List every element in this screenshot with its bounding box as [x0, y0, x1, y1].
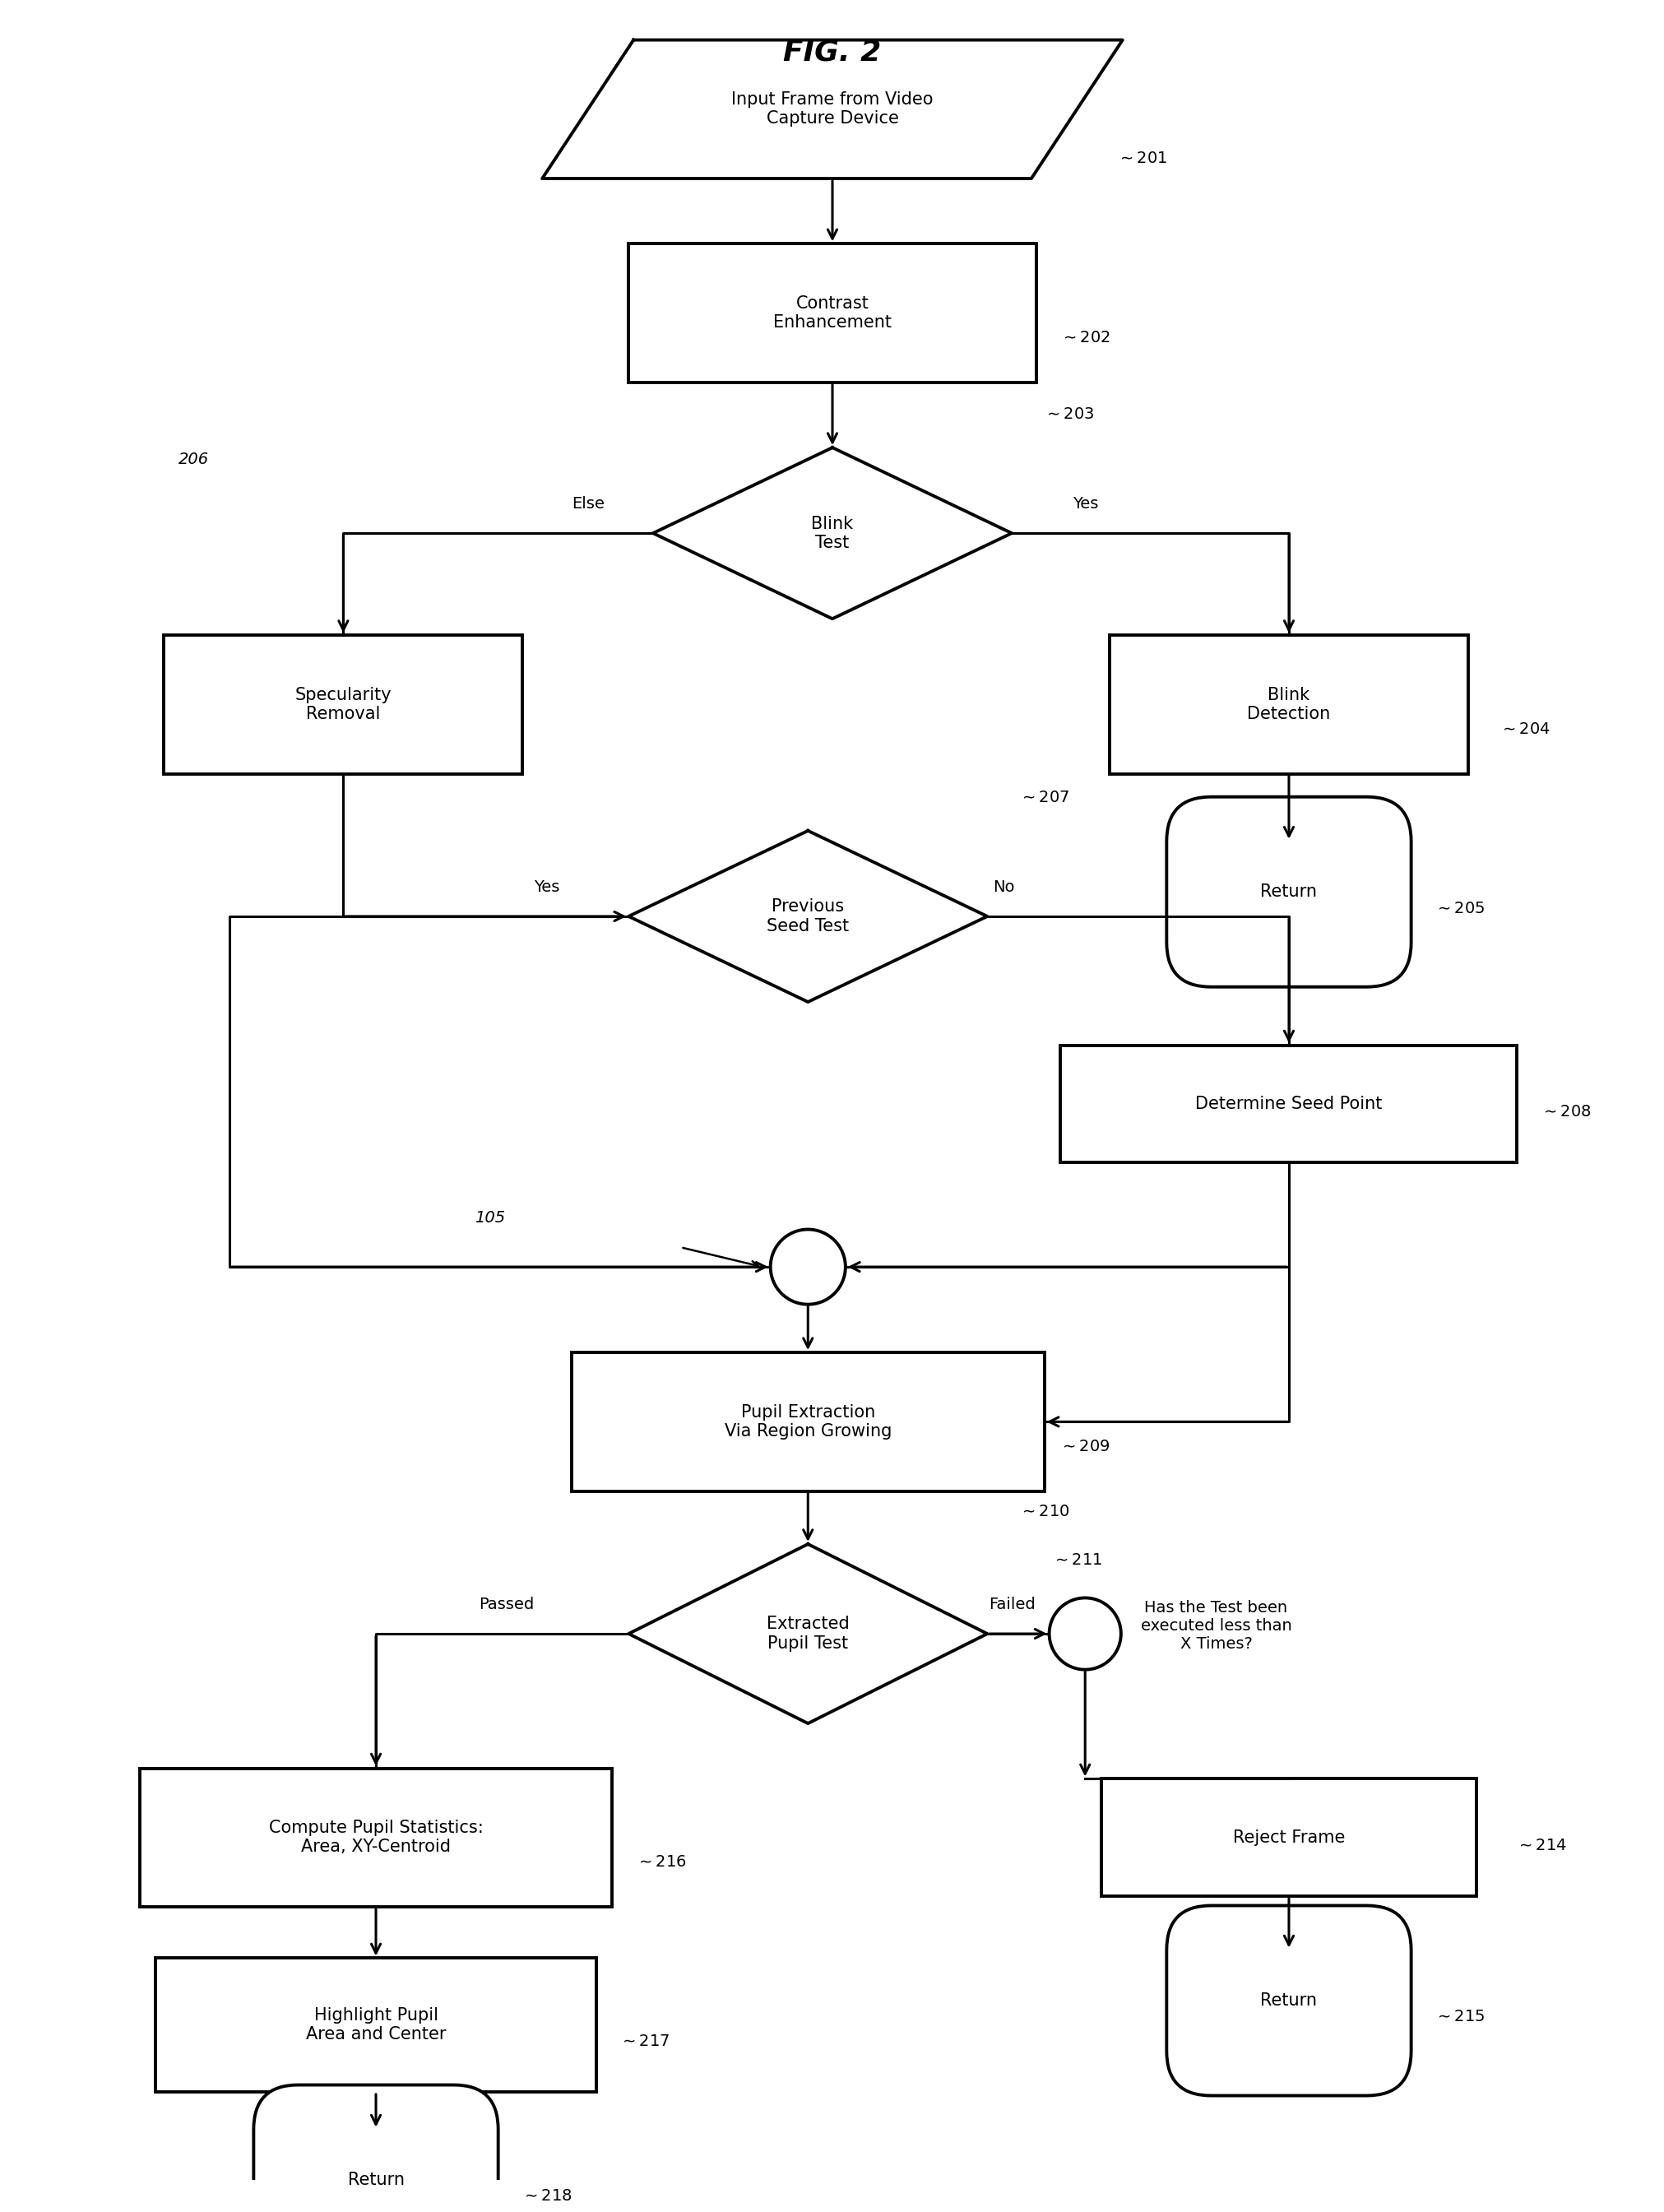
Text: Return: Return	[1260, 1993, 1316, 2008]
Bar	[629, 243, 1035, 383]
Text: $\sim$209: $\sim$209	[1060, 1438, 1110, 1453]
Text: Reject Frame: Reject Frame	[1233, 1829, 1345, 1845]
Text: $\sim$201: $\sim$201	[1117, 150, 1166, 166]
Text: Passed: Passed	[479, 1597, 534, 1613]
Text: $\sim$217: $\sim$217	[619, 2033, 671, 2048]
FancyBboxPatch shape	[1166, 1905, 1411, 2095]
Text: Specularity
Removal: Specularity Removal	[295, 686, 391, 721]
Bar	[163, 635, 522, 774]
Polygon shape	[629, 832, 987, 1002]
Text: Extracted
Pupil Test: Extracted Pupil Test	[765, 1617, 849, 1652]
Text: Pupil Extraction
Via Region Growing: Pupil Extraction Via Region Growing	[724, 1405, 892, 1440]
Text: Return: Return	[1260, 883, 1316, 900]
Text: Highlight Pupil
Area and Center: Highlight Pupil Area and Center	[306, 2006, 446, 2044]
FancyBboxPatch shape	[1166, 796, 1411, 987]
Bar	[571, 1352, 1043, 1491]
Text: $\sim$208: $\sim$208	[1539, 1104, 1591, 1119]
Text: $\sim$205: $\sim$205	[1434, 900, 1484, 916]
Bar	[140, 1767, 612, 1907]
Bar	[156, 1958, 596, 2093]
Bar	[1108, 635, 1468, 774]
Bar	[1102, 1778, 1476, 1896]
Text: Compute Pupil Statistics:
Area, XY-Centroid: Compute Pupil Statistics: Area, XY-Centr…	[268, 1820, 483, 1856]
Text: $\sim$211: $\sim$211	[1052, 1553, 1102, 1568]
Text: Determine Seed Point: Determine Seed Point	[1195, 1095, 1381, 1113]
Text: Yes: Yes	[534, 878, 559, 896]
Text: 105: 105	[474, 1210, 506, 1225]
Text: 206: 206	[178, 451, 208, 467]
Text: Previous
Seed Test: Previous Seed Test	[767, 898, 849, 933]
FancyBboxPatch shape	[253, 2086, 498, 2212]
Text: Failed: Failed	[988, 1597, 1035, 1613]
Text: Blink
Detection: Blink Detection	[1246, 686, 1330, 721]
Polygon shape	[652, 447, 1012, 619]
Circle shape	[770, 1230, 845, 1305]
Text: Return: Return	[348, 2172, 404, 2188]
Text: Contrast
Enhancement: Contrast Enhancement	[772, 294, 892, 332]
Text: $\sim$216: $\sim$216	[636, 1854, 686, 1869]
Polygon shape	[542, 40, 1122, 179]
Text: No: No	[992, 878, 1013, 896]
Text: $\sim$214: $\sim$214	[1516, 1838, 1566, 1854]
Text: $\sim$218: $\sim$218	[521, 2188, 572, 2203]
Text: $\sim$202: $\sim$202	[1060, 330, 1110, 345]
Text: Else: Else	[571, 495, 604, 511]
Text: Blink
Test: Blink Test	[810, 515, 854, 551]
Text: $\sim$210: $\sim$210	[1018, 1504, 1070, 1520]
Text: Input Frame from Video
Capture Device: Input Frame from Video Capture Device	[730, 91, 934, 126]
Text: $\sim$204: $\sim$204	[1499, 721, 1551, 737]
Text: Yes: Yes	[1072, 495, 1098, 511]
Polygon shape	[629, 1544, 987, 1723]
Bar	[1060, 1044, 1516, 1164]
Text: $\sim$207: $\sim$207	[1018, 790, 1068, 805]
Text: FIG. 2: FIG. 2	[784, 38, 880, 66]
Text: $\sim$203: $\sim$203	[1043, 407, 1093, 422]
Text: Has the Test been
executed less than
X Times?: Has the Test been executed less than X T…	[1140, 1599, 1291, 1652]
Text: $\sim$215: $\sim$215	[1434, 2008, 1484, 2024]
Circle shape	[1048, 1597, 1120, 1670]
